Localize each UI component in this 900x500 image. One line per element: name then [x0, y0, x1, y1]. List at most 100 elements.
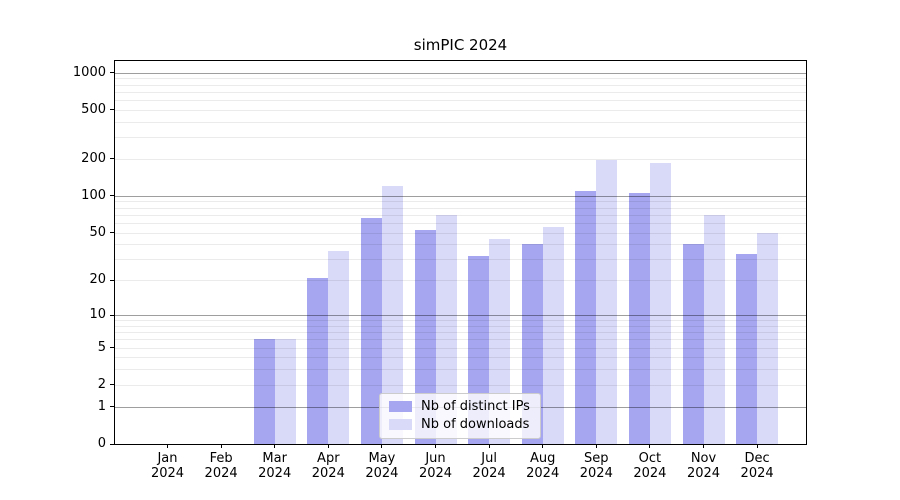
- gridline: [115, 195, 806, 197]
- y-tick-label: 1: [97, 398, 106, 414]
- bar-dec-distinct-ips: [736, 254, 758, 444]
- legend-label-downloads: Nb of downloads: [421, 417, 530, 432]
- gridline: [115, 339, 806, 341]
- gridline: [115, 109, 806, 111]
- y-tick: [110, 232, 114, 234]
- y-tick-label: 10: [89, 307, 106, 323]
- gridline: [115, 84, 806, 86]
- x-tick: [595, 444, 597, 448]
- legend-label-distinct-ips: Nb of distinct IPs: [421, 399, 530, 414]
- bar-may-downloads: [381, 186, 403, 444]
- legend-entry-distinct-ips: Nb of distinct IPs: [389, 399, 530, 414]
- gridline: [115, 121, 806, 123]
- bar-nov-distinct-ips: [682, 244, 704, 444]
- legend-entry-downloads: Nb of downloads: [389, 417, 530, 432]
- gridline: [115, 207, 806, 209]
- y-tick-label: 500: [81, 101, 106, 117]
- x-tick: [435, 444, 436, 448]
- x-tick-label: Aug 2024: [526, 451, 560, 481]
- y-tick: [110, 384, 114, 386]
- legend-swatch-downloads: [389, 419, 412, 430]
- legend-swatch-distinct-ips: [389, 401, 412, 412]
- x-tick-label: Oct 2024: [633, 451, 667, 481]
- y-tick: [110, 72, 114, 74]
- bar-mar-distinct-ips: [253, 339, 275, 444]
- y-tick: [110, 109, 114, 111]
- x-tick: [274, 444, 276, 448]
- gridline: [115, 72, 806, 74]
- x-tick-label: Sep 2024: [579, 451, 613, 481]
- x-tick: [381, 444, 383, 448]
- gridline: [115, 325, 806, 327]
- bar-dec-downloads: [757, 232, 779, 444]
- grid-layer: [115, 61, 806, 444]
- y-tick: [110, 279, 114, 281]
- y-tick: [110, 347, 114, 349]
- gridline: [115, 332, 806, 334]
- bar-may-distinct-ips: [360, 217, 382, 444]
- x-tick: [703, 444, 704, 448]
- y-tick-label: 5: [97, 339, 106, 355]
- x-tick-label: Jul 2024: [472, 451, 506, 481]
- legend: Nb of distinct IPs Nb of downloads: [379, 393, 541, 439]
- gridline: [115, 347, 806, 349]
- y-tick: [110, 158, 114, 160]
- gridline: [115, 384, 806, 386]
- y-tick-label: 200: [81, 150, 106, 166]
- bar-nov-downloads: [703, 214, 725, 444]
- bar-jun-distinct-ips: [414, 229, 436, 444]
- y-tick-label: 20: [89, 272, 106, 288]
- gridline: [115, 320, 806, 322]
- bars-layer: [115, 61, 806, 444]
- x-tick-label: Nov 2024: [686, 451, 721, 481]
- gridline: [115, 369, 806, 371]
- bar-mar-downloads: [274, 339, 296, 444]
- x-tick: [220, 444, 222, 448]
- bar-sep-downloads: [596, 160, 618, 444]
- gridline: [115, 244, 806, 246]
- bar-aug-downloads: [542, 226, 564, 444]
- bar-jul-downloads: [489, 239, 511, 444]
- x-tick: [649, 444, 651, 448]
- bar-apr-downloads: [328, 251, 350, 444]
- x-tick: [167, 444, 168, 448]
- axes-layer: 0 1 2 5 10 20 50 100 200 500 1000 Jan 2024 Feb 2024 Mar…: [73, 61, 806, 481]
- x-tick-label: Jan 2024: [150, 451, 185, 481]
- x-tick-label: Feb 2024: [204, 451, 238, 481]
- x-tick: [488, 444, 490, 448]
- gridline: [115, 201, 806, 203]
- bar-sep-distinct-ips: [575, 190, 597, 444]
- bar-oct-distinct-ips: [628, 193, 650, 444]
- x-tick-label: Mar 2024: [258, 451, 292, 481]
- gridline: [115, 78, 806, 80]
- bar-jun-downloads: [435, 214, 457, 444]
- plot-area: 0 1 2 5 10 20 50 100 200 500 1000 Jan 2024 Feb 2024 Mar…: [73, 60, 807, 481]
- y-tick-label: 2: [97, 376, 106, 392]
- y-tick-label: 100: [81, 187, 106, 203]
- gridline: [115, 357, 806, 359]
- gridline: [115, 158, 806, 160]
- y-tick: [110, 195, 114, 197]
- y-tick: [110, 406, 114, 408]
- y-tick: [110, 443, 114, 445]
- gridline: [115, 222, 806, 224]
- chart-title: simPIC 2024: [413, 36, 508, 54]
- x-tick-label: May 2024: [365, 451, 399, 481]
- x-tick-label: Apr 2024: [311, 451, 345, 481]
- gridline: [115, 280, 806, 282]
- x-tick: [327, 444, 329, 448]
- gridline: [115, 315, 806, 317]
- y-tick: [110, 314, 114, 316]
- y-tick-label: 50: [89, 224, 106, 240]
- gridline: [115, 91, 806, 93]
- y-tick-label: 0: [97, 436, 106, 451]
- bar-apr-distinct-ips: [307, 277, 329, 444]
- x-tick-label: Jun 2024: [418, 451, 453, 481]
- gridline: [115, 99, 806, 101]
- gridline: [115, 259, 806, 261]
- gridline: [115, 214, 806, 216]
- y-tick-label: 1000: [72, 64, 106, 80]
- gridline: [115, 232, 806, 234]
- x-tick-label: Dec 2024: [740, 451, 774, 481]
